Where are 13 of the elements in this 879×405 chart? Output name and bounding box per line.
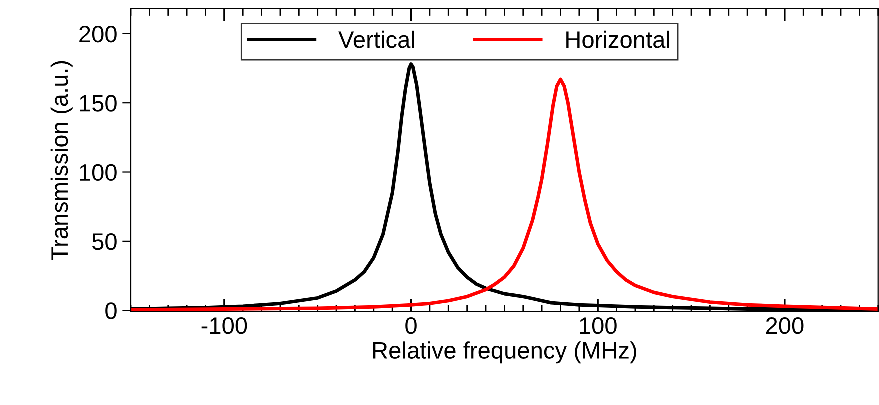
y-axis-title: Transmission (a.u.) — [50, 61, 73, 261]
y-tick-label: 0 — [106, 302, 117, 320]
x-tick-label: 200 — [766, 317, 804, 334]
x-tick-label: -100 — [202, 317, 248, 334]
x-tick-label: 100 — [580, 317, 617, 334]
y-tick-label: 50 — [92, 234, 117, 250]
y-tick-label: 200 — [80, 26, 117, 43]
x-tick-label: 0 — [406, 317, 417, 334]
legend-label: Vertical — [338, 30, 414, 48]
y-tick-label: 150 — [80, 95, 117, 112]
x-axis-title: Relative frequency (MHz) — [373, 342, 636, 364]
y-tick-label: 100 — [80, 164, 117, 182]
legend-label: Horizontal — [566, 30, 670, 48]
